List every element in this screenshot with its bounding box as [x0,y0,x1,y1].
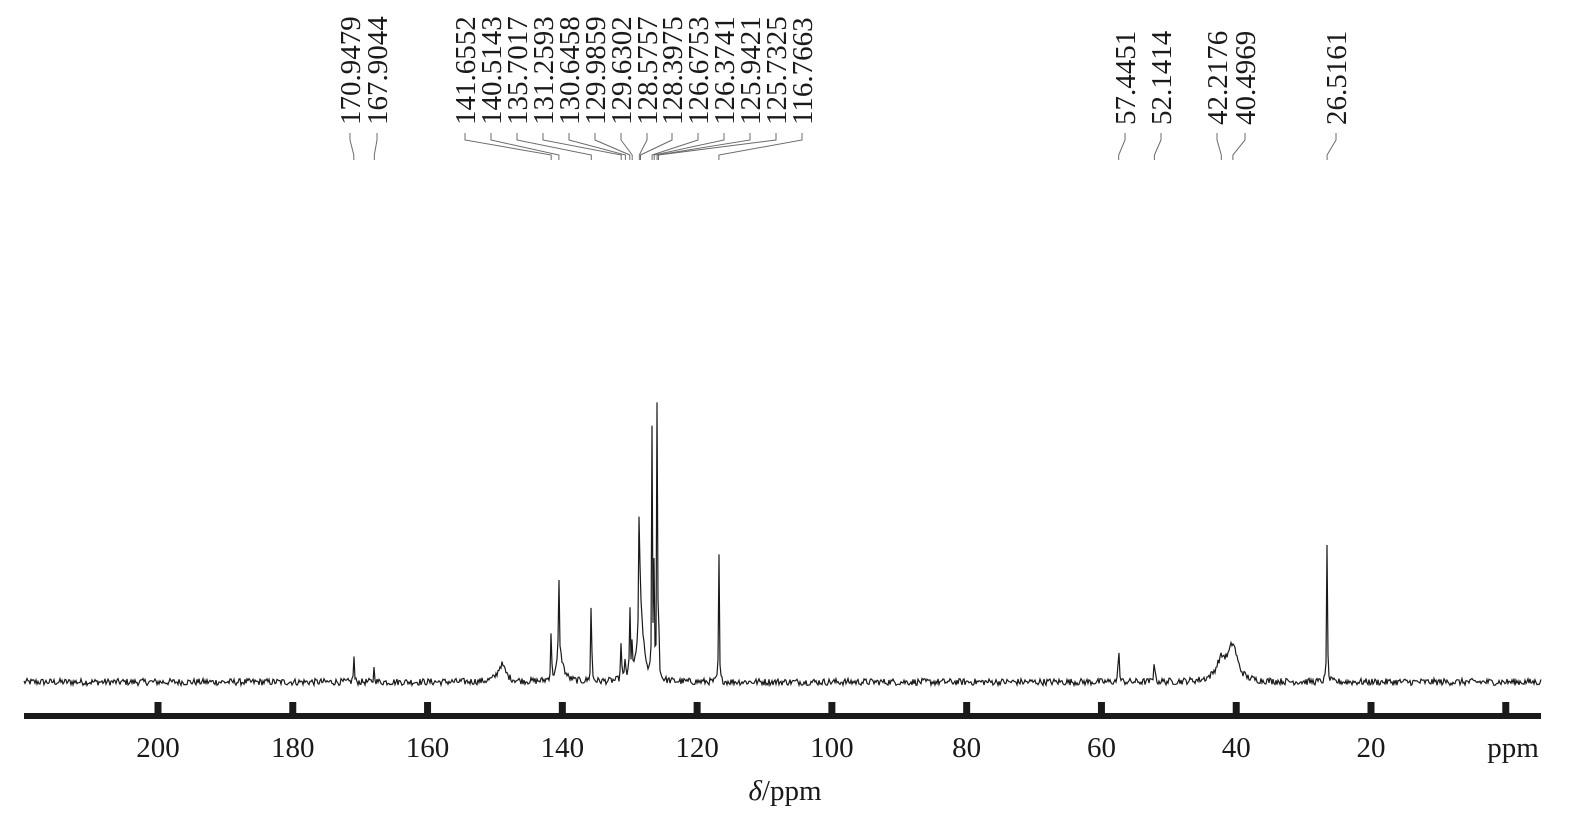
x-tick-80 [963,702,971,716]
peak-connector-2 [464,133,552,160]
peak-label-19: 40.4969 [1230,31,1262,125]
peak-label-0: 170.9479 [335,16,367,125]
spectrum-trace [23,402,1542,688]
peak-connector-20 [1326,133,1337,160]
x-tick-180 [289,702,297,716]
peak-label-15: 116.7663 [787,17,819,125]
x-tick-label-80: 80 [952,732,981,764]
peak-connector-1 [373,133,378,160]
x-tick-label-160: 160 [406,732,450,764]
peak-connector-8 [620,133,633,160]
peak-connector-4 [516,133,592,160]
x-axis-label-unit: /ppm [762,775,822,807]
peak-connector-16 [1118,133,1126,160]
peak-label-connectors [349,133,1337,160]
peak-label-13: 125.9421 [735,16,767,125]
peak-label-10: 128.3975 [657,16,689,125]
peak-label-20: 26.5161 [1321,31,1353,125]
peak-label-3: 140.5143 [476,16,508,125]
x-tick-0 [1502,702,1510,716]
peak-connector-13 [656,133,751,160]
x-tick-label-60: 60 [1087,732,1116,764]
x-axis: 200 180 160 140 120 100 80 60 40 20 [24,702,1541,764]
peak-label-11: 126.6753 [683,16,715,125]
peak-connector-3 [490,133,560,160]
axis-unit-label: ppm [1487,732,1539,764]
peak-label-18: 42.2176 [1202,31,1234,125]
x-axis-label: δ/ppm [748,775,822,807]
x-tick-160 [424,702,432,716]
peak-label-6: 130.6458 [554,16,586,125]
peak-connector-0 [349,133,355,160]
x-tick-20 [1367,702,1375,716]
peak-label-1: 167.9044 [362,16,394,125]
x-tick-label-140: 140 [541,732,585,764]
x-tick-label-180: 180 [271,732,315,764]
peak-connector-9 [638,133,648,160]
peak-label-7: 129.9859 [580,16,612,125]
peak-connector-11 [651,133,699,160]
peak-label-5: 131.2593 [528,16,560,125]
x-tick-100 [828,702,836,716]
peak-label-9: 128.5757 [632,16,664,125]
peak-label-14: 125.7325 [761,16,793,125]
x-tick-200 [154,702,162,716]
x-axis-label-symbol: δ [748,775,762,807]
peak-connector-6 [568,133,626,160]
peak-label-16: 57.4451 [1110,31,1142,125]
peak-connector-14 [658,133,777,160]
x-tick-label-20: 20 [1357,732,1386,764]
x-tick-label-100: 100 [810,732,854,764]
x-tick-label-120: 120 [675,732,719,764]
x-tick-label-200: 200 [136,732,180,764]
x-tick-140 [558,702,566,716]
peak-connector-19 [1232,133,1246,160]
x-tick-label-40: 40 [1222,732,1251,764]
peak-connector-18 [1216,133,1222,160]
x-tick-40 [1232,702,1240,716]
peak-connector-10 [640,133,673,160]
peak-label-12: 126.3741 [709,16,741,125]
peak-label-4: 135.7017 [502,16,534,125]
x-axis-line [24,713,1541,719]
x-tick-120 [693,702,701,716]
peak-connector-17 [1153,133,1162,160]
peak-label-17: 52.1414 [1146,30,1178,125]
peak-label-2: 141.6552 [450,16,482,125]
peak-connector-15 [718,133,803,160]
x-tick-60 [1097,702,1105,716]
peak-connector-12 [653,133,725,160]
peak-label-8: 129.6302 [606,16,638,125]
peak-connector-5 [542,133,622,160]
peak-connector-7 [594,133,631,160]
